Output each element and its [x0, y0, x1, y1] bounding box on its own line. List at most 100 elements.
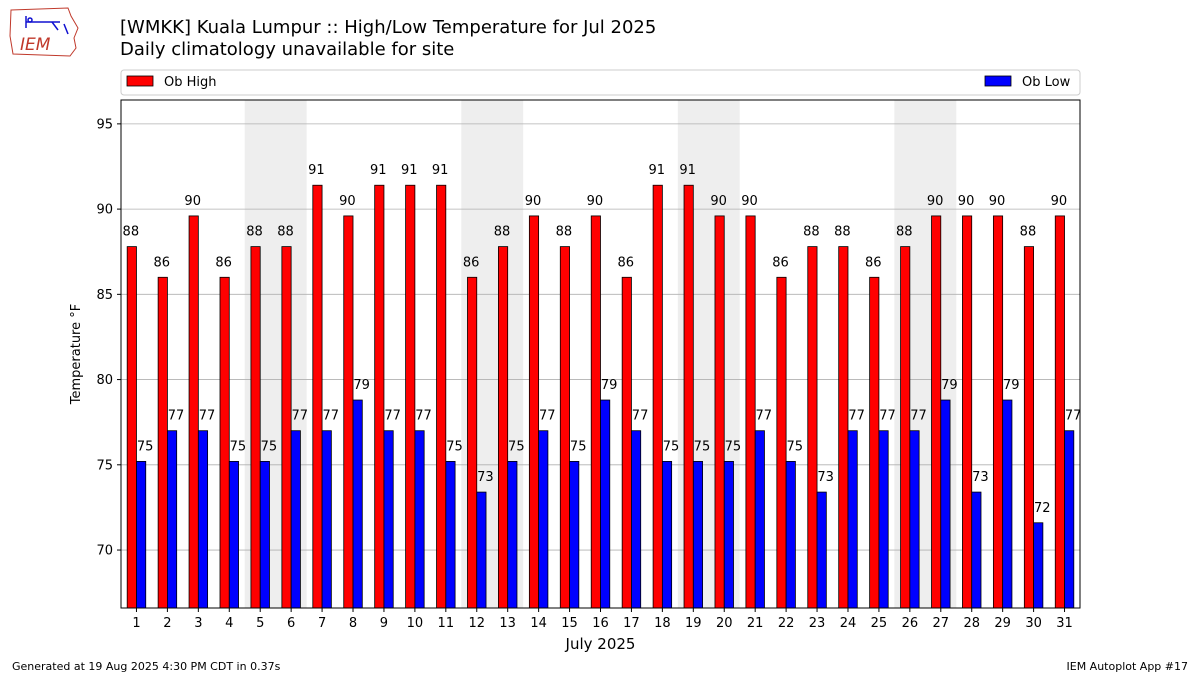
- bar-high: [188, 215, 199, 609]
- bar-high: [250, 246, 261, 609]
- bar-label-high: 88: [277, 225, 294, 240]
- x-tick-label: 18: [654, 616, 671, 631]
- bar-label-low: 77: [910, 409, 927, 424]
- bar-label-low: 77: [848, 409, 865, 424]
- logo-text: IEM: [20, 35, 51, 55]
- x-tick-label: 10: [407, 616, 424, 631]
- bar-low: [321, 430, 332, 609]
- x-tick-label: 7: [318, 616, 326, 631]
- bar-label-low: 79: [1003, 378, 1020, 393]
- bar-low: [476, 491, 487, 609]
- bar-low: [847, 430, 858, 609]
- footer-generated: Generated at 19 Aug 2025 4:30 PM CDT in …: [12, 660, 281, 673]
- bar-label-high: 88: [494, 225, 511, 240]
- bar-label-low: 77: [384, 409, 401, 424]
- bar-low: [136, 460, 147, 609]
- bar-label-high: 86: [463, 255, 480, 270]
- bar-label-low: 73: [477, 470, 494, 485]
- bar-high: [374, 184, 385, 609]
- footer-app-id: IEM Autoplot App #17: [1066, 660, 1189, 673]
- bar-label-high: 91: [432, 163, 449, 178]
- bar-label-high: 90: [958, 194, 975, 209]
- bar-low: [538, 430, 549, 609]
- bar-label-low: 73: [972, 470, 989, 485]
- bar-label-high: 90: [989, 194, 1006, 209]
- bar-label-high: 90: [587, 194, 604, 209]
- bar-high: [343, 215, 354, 609]
- bar-label-high: 88: [556, 225, 573, 240]
- bar-label-low: 72: [1034, 501, 1051, 516]
- bar-low: [507, 460, 518, 609]
- bar-high: [467, 276, 478, 609]
- x-tick-label: 4: [225, 616, 233, 631]
- bar-label-low: 75: [786, 439, 803, 454]
- bar-high: [931, 215, 942, 609]
- x-tick-label: 13: [499, 616, 516, 631]
- bar-high: [436, 184, 447, 609]
- bar-high: [714, 215, 725, 609]
- bar-label-low: 75: [725, 439, 742, 454]
- bar-high: [776, 276, 787, 609]
- bar-label-high: 88: [803, 225, 820, 240]
- x-tick-label: 11: [438, 616, 455, 631]
- bar-label-low: 75: [446, 439, 463, 454]
- x-tick-label: 16: [592, 616, 609, 631]
- x-tick-label: 12: [468, 616, 485, 631]
- bar-label-low: 77: [1065, 409, 1082, 424]
- y-tick-label: 80: [96, 373, 113, 388]
- bar-low: [1002, 399, 1013, 609]
- chart-title: [WMKK] Kuala Lumpur :: High/Low Temperat…: [120, 17, 656, 61]
- x-tick-label: 29: [994, 616, 1011, 631]
- bar-label-low: 79: [353, 378, 370, 393]
- bar-high: [126, 246, 137, 609]
- bar-label-high: 90: [741, 194, 758, 209]
- bar-label-low: 73: [817, 470, 834, 485]
- x-tick-label: 25: [871, 616, 888, 631]
- bar-label-low: 75: [663, 439, 680, 454]
- bar-label-low: 75: [137, 439, 154, 454]
- bar-label-low: 77: [199, 409, 216, 424]
- bar-low: [383, 430, 394, 609]
- bar-high: [559, 246, 570, 609]
- bar-label-high: 88: [123, 225, 140, 240]
- bar-low: [569, 460, 580, 609]
- bar-high: [962, 215, 973, 609]
- x-tick-label: 3: [194, 616, 202, 631]
- bar-low: [785, 460, 796, 609]
- bar-low: [228, 460, 239, 609]
- bar-low: [600, 399, 611, 609]
- bar-low: [445, 460, 456, 609]
- bar-label-low: 77: [322, 409, 339, 424]
- bar-low: [197, 430, 209, 609]
- bar-high: [405, 184, 416, 609]
- bar-label-high: 90: [184, 194, 201, 209]
- bar-label-low: 77: [879, 409, 896, 424]
- bar-label-low: 77: [539, 409, 556, 424]
- bar-label-high: 91: [308, 163, 325, 178]
- iem-logo: IEM: [8, 6, 82, 60]
- bar-label-low: 75: [230, 439, 247, 454]
- bar-label-low: 79: [601, 378, 618, 393]
- bar-label-low: 77: [632, 409, 649, 424]
- bar-high: [157, 276, 168, 609]
- x-axis-label: July 2025: [565, 635, 636, 653]
- x-tick-label: 21: [747, 616, 764, 631]
- bar-label-high: 86: [772, 255, 789, 270]
- bar-label-high: 91: [370, 163, 387, 178]
- x-tick-label: 8: [349, 616, 357, 631]
- x-tick-label: 1: [132, 616, 140, 631]
- bar-label-high: 86: [865, 255, 882, 270]
- bar-low: [1064, 430, 1075, 609]
- y-tick-label: 85: [96, 288, 113, 303]
- bar-label-low: 75: [261, 439, 278, 454]
- bar-high: [528, 215, 540, 609]
- bar-high: [590, 215, 601, 609]
- x-tick-label: 24: [840, 616, 857, 631]
- bar-low: [971, 491, 982, 609]
- bar-label-low: 77: [168, 409, 185, 424]
- bar-low: [259, 460, 270, 609]
- bar-label-high: 90: [525, 194, 542, 209]
- bar-label-low: 77: [415, 409, 432, 424]
- y-tick-label: 70: [96, 544, 113, 559]
- bar-high: [621, 276, 632, 609]
